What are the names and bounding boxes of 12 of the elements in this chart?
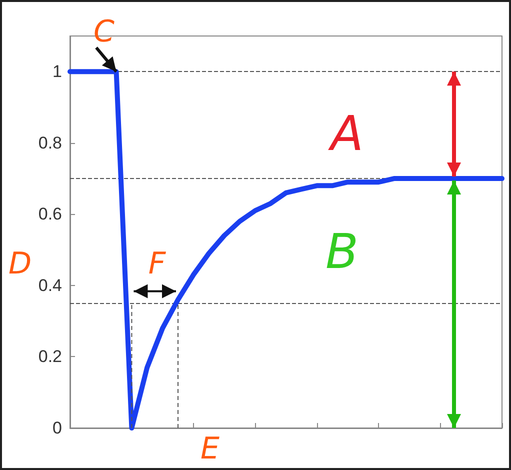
- text: E: [200, 432, 220, 466]
- y-tick-label: 0.6: [38, 204, 62, 224]
- y-tick-label: 1: [52, 62, 62, 82]
- annotation: A: [328, 106, 364, 162]
- annotation: C: [94, 14, 115, 50]
- y-tick-label: 0.8: [38, 133, 62, 152]
- annotation: B: [326, 224, 358, 280]
- y-tick-label: 0.4: [38, 276, 62, 295]
- y-tick-label: 0.2: [38, 347, 62, 366]
- annotation: F: [148, 246, 166, 282]
- text: D: [8, 246, 32, 282]
- y-tick-label: 0: [52, 418, 62, 438]
